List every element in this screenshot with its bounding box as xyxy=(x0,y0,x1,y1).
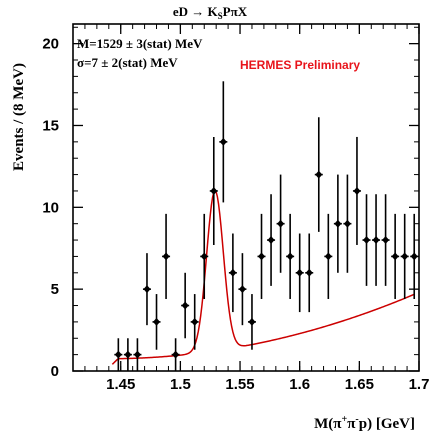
data-point xyxy=(114,338,123,371)
x-tick-label: 1.65 xyxy=(345,376,374,393)
point-marker xyxy=(410,252,418,261)
data-point xyxy=(247,294,256,350)
data-point xyxy=(362,194,371,286)
x-tick-label: 1.5 xyxy=(170,376,191,393)
data-point xyxy=(314,117,323,232)
width-annotation: σ=7 ± 2(stat) MeV xyxy=(77,55,178,70)
point-marker xyxy=(305,268,313,277)
point-marker xyxy=(248,317,256,326)
data-point xyxy=(123,338,132,371)
point-marker xyxy=(114,350,122,359)
data-point xyxy=(152,294,161,350)
data-point xyxy=(295,233,304,313)
plot-frame xyxy=(72,23,420,372)
point-marker xyxy=(181,301,189,310)
data-point xyxy=(286,213,295,299)
point-marker xyxy=(296,268,304,277)
data-point xyxy=(209,136,218,245)
point-marker xyxy=(267,236,275,245)
data-point xyxy=(171,338,180,371)
data-point xyxy=(372,194,381,286)
point-marker xyxy=(315,170,323,179)
y-axis-label: Events / (8 MeV) xyxy=(11,63,27,171)
point-marker xyxy=(286,252,294,261)
chart-title: eD → KSPπX xyxy=(173,4,248,21)
point-marker xyxy=(324,252,332,261)
point-marker xyxy=(277,219,285,228)
y-tick-label: 0 xyxy=(51,363,59,380)
data-point xyxy=(400,213,409,299)
data-point xyxy=(305,233,314,313)
point-marker xyxy=(382,236,390,245)
data-point xyxy=(238,253,247,326)
y-tick-label: 15 xyxy=(42,117,59,134)
data-point xyxy=(343,174,352,273)
point-marker xyxy=(238,285,246,294)
data-point xyxy=(200,213,209,299)
data-point xyxy=(162,213,171,299)
data-point xyxy=(391,213,400,299)
data-point xyxy=(324,213,333,299)
point-marker xyxy=(391,252,399,261)
point-marker xyxy=(401,252,409,261)
data-point xyxy=(133,338,142,371)
data-point xyxy=(219,81,228,203)
point-marker xyxy=(172,350,180,359)
point-marker xyxy=(258,252,266,261)
point-marker xyxy=(353,186,361,195)
point-marker xyxy=(162,252,170,261)
point-marker xyxy=(133,350,141,359)
point-marker xyxy=(372,236,380,245)
data-point xyxy=(142,253,151,326)
mass-annotation: M=1529 ± 3(stat) MeV xyxy=(77,36,203,51)
x-tick-label: 1.45 xyxy=(106,376,135,393)
data-point xyxy=(181,272,190,339)
point-marker xyxy=(343,219,351,228)
y-tick-label: 5 xyxy=(51,281,59,298)
data-point xyxy=(257,213,266,299)
point-marker xyxy=(124,350,132,359)
fit-curve-layer xyxy=(111,189,415,365)
data-point xyxy=(276,174,285,273)
preliminary-label: HERMES Preliminary xyxy=(240,58,360,72)
point-marker xyxy=(229,268,237,277)
data-point xyxy=(267,194,276,286)
point-marker xyxy=(191,317,199,326)
data-points-layer xyxy=(114,81,419,371)
data-point xyxy=(228,233,237,313)
point-marker xyxy=(363,236,371,245)
y-tick-label: 20 xyxy=(42,36,59,53)
point-marker xyxy=(219,137,227,146)
data-point xyxy=(410,213,419,299)
point-marker xyxy=(143,285,151,294)
x-tick-label: 1.55 xyxy=(225,376,254,393)
x-axis-label: M(π+π-p) [GeV] xyxy=(314,414,415,432)
data-point xyxy=(190,294,199,350)
data-point xyxy=(352,136,361,245)
point-marker xyxy=(210,186,218,195)
x-tick-label: 1.6 xyxy=(289,376,310,393)
x-tick-label: 1.7 xyxy=(409,376,430,393)
data-point xyxy=(333,174,342,273)
point-marker xyxy=(153,317,161,326)
fit-curve xyxy=(111,189,415,365)
point-marker xyxy=(334,219,342,228)
axes: 1.45 1.5 1.55 1.6 1.65 1.7 0 5 10 15 20 xyxy=(42,23,430,393)
point-marker xyxy=(200,252,208,261)
y-tick-label: 10 xyxy=(42,199,59,216)
data-point xyxy=(381,194,390,286)
